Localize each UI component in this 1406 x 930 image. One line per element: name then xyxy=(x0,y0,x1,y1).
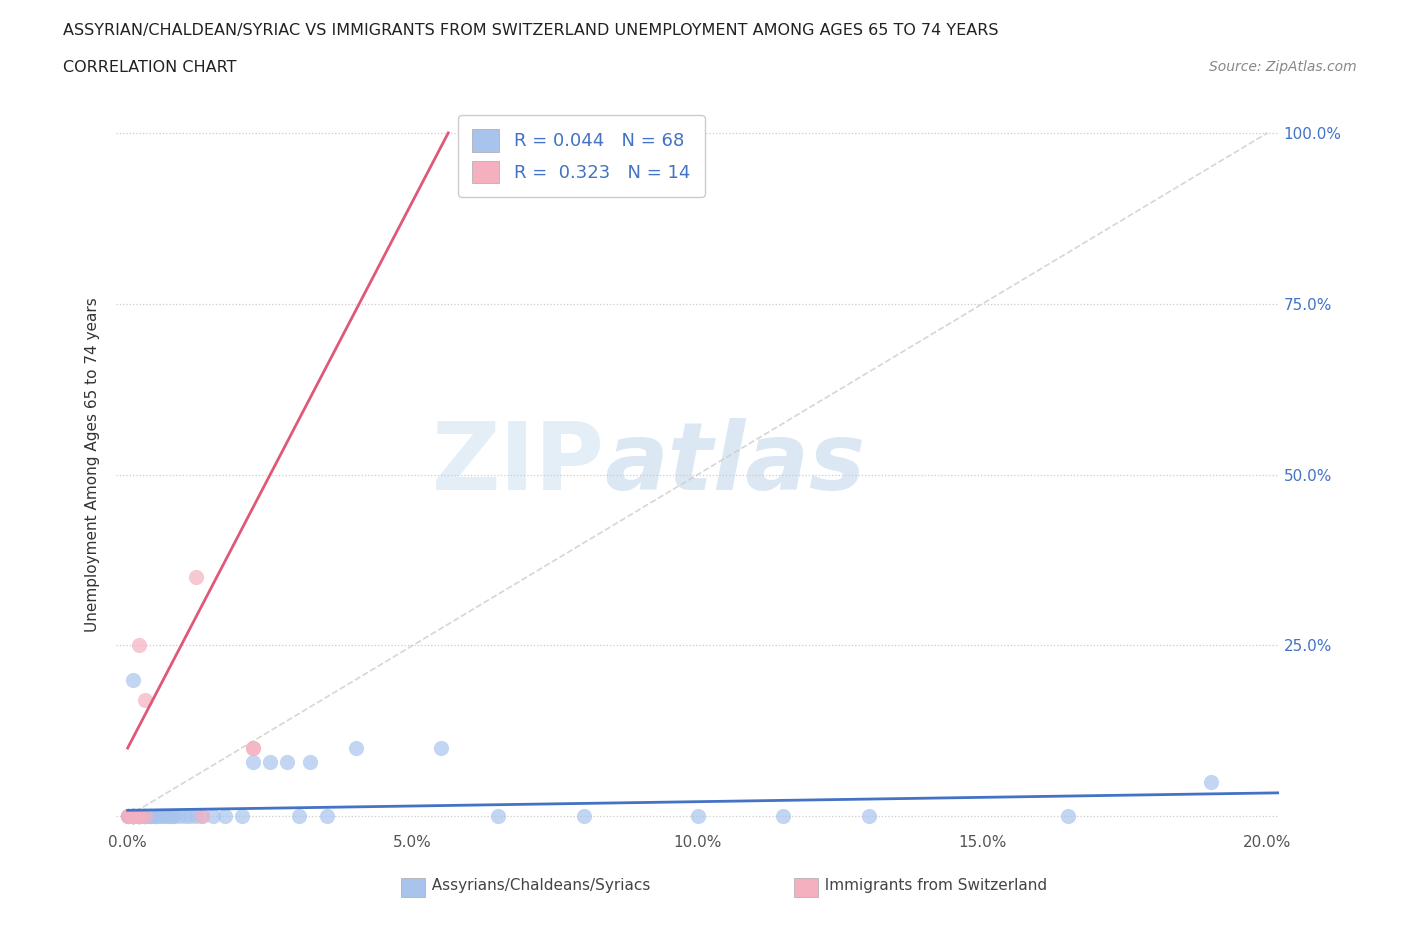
Point xyxy=(139,809,162,824)
Point xyxy=(858,809,880,824)
Point xyxy=(122,809,145,824)
Point xyxy=(128,809,150,824)
Point xyxy=(134,809,156,824)
Point xyxy=(231,809,253,824)
Point xyxy=(117,809,139,824)
Point xyxy=(156,809,179,824)
Point xyxy=(1057,809,1080,824)
Point xyxy=(122,809,145,824)
Point xyxy=(162,809,184,824)
Point xyxy=(122,809,145,824)
Point xyxy=(128,809,150,824)
Point xyxy=(316,809,339,824)
Point xyxy=(122,809,145,824)
Point xyxy=(134,809,156,824)
Point xyxy=(128,809,150,824)
Point xyxy=(179,809,201,824)
Point xyxy=(173,809,195,824)
Point xyxy=(287,809,309,824)
Point xyxy=(242,740,264,755)
Point xyxy=(242,740,264,755)
Legend: R = 0.044   N = 68, R =  0.323   N = 14: R = 0.044 N = 68, R = 0.323 N = 14 xyxy=(458,115,704,197)
Point xyxy=(150,809,173,824)
Point xyxy=(122,809,145,824)
Point xyxy=(191,809,214,824)
Text: Source: ZipAtlas.com: Source: ZipAtlas.com xyxy=(1209,60,1357,74)
Point xyxy=(122,809,145,824)
Y-axis label: Unemployment Among Ages 65 to 74 years: Unemployment Among Ages 65 to 74 years xyxy=(86,297,100,631)
Point xyxy=(128,809,150,824)
Point xyxy=(128,809,150,824)
Point xyxy=(128,809,150,824)
Point xyxy=(162,809,184,824)
Point xyxy=(184,809,207,824)
Point xyxy=(122,809,145,824)
Point xyxy=(134,809,156,824)
Point xyxy=(122,672,145,687)
Point xyxy=(772,809,794,824)
Point xyxy=(242,754,264,769)
Point xyxy=(150,809,173,824)
Point xyxy=(128,809,150,824)
Point xyxy=(122,809,145,824)
Point xyxy=(134,809,156,824)
Point xyxy=(122,809,145,824)
Point xyxy=(122,809,145,824)
Point xyxy=(184,570,207,585)
Point xyxy=(122,809,145,824)
Point xyxy=(686,809,709,824)
Point xyxy=(276,754,298,769)
Point xyxy=(344,740,367,755)
Point xyxy=(128,809,150,824)
Point xyxy=(134,809,156,824)
Point xyxy=(145,809,167,824)
Point xyxy=(122,809,145,824)
Point xyxy=(122,809,145,824)
Point xyxy=(117,809,139,824)
Point xyxy=(1199,775,1222,790)
Point xyxy=(128,809,150,824)
Point xyxy=(259,754,281,769)
Point xyxy=(134,809,156,824)
Point xyxy=(122,809,145,824)
Point xyxy=(134,809,156,824)
Point xyxy=(145,809,167,824)
Point xyxy=(430,740,453,755)
Point xyxy=(139,809,162,824)
Point xyxy=(128,809,150,824)
Point xyxy=(145,809,167,824)
Text: CORRELATION CHART: CORRELATION CHART xyxy=(63,60,236,75)
Point xyxy=(128,638,150,653)
Point xyxy=(139,809,162,824)
Point xyxy=(167,809,190,824)
Point xyxy=(202,809,225,824)
Point xyxy=(214,809,236,824)
Text: Immigrants from Switzerland: Immigrants from Switzerland xyxy=(815,878,1047,893)
Point xyxy=(122,809,145,824)
Point xyxy=(299,754,322,769)
Text: atlas: atlas xyxy=(605,418,866,511)
Text: ASSYRIAN/CHALDEAN/SYRIAC VS IMMIGRANTS FROM SWITZERLAND UNEMPLOYMENT AMONG AGES : ASSYRIAN/CHALDEAN/SYRIAC VS IMMIGRANTS F… xyxy=(63,23,998,38)
Point xyxy=(122,809,145,824)
Point xyxy=(117,809,139,824)
Point xyxy=(486,809,509,824)
Point xyxy=(117,809,139,824)
Point xyxy=(117,809,139,824)
Point xyxy=(191,809,214,824)
Point xyxy=(156,809,179,824)
Point xyxy=(128,809,150,824)
Point xyxy=(122,809,145,824)
Point xyxy=(134,693,156,708)
Text: ZIP: ZIP xyxy=(432,418,605,511)
Text: Assyrians/Chaldeans/Syriacs: Assyrians/Chaldeans/Syriacs xyxy=(422,878,650,893)
Point xyxy=(572,809,595,824)
